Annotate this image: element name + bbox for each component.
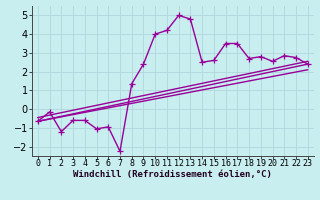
X-axis label: Windchill (Refroidissement éolien,°C): Windchill (Refroidissement éolien,°C) — [73, 170, 272, 179]
